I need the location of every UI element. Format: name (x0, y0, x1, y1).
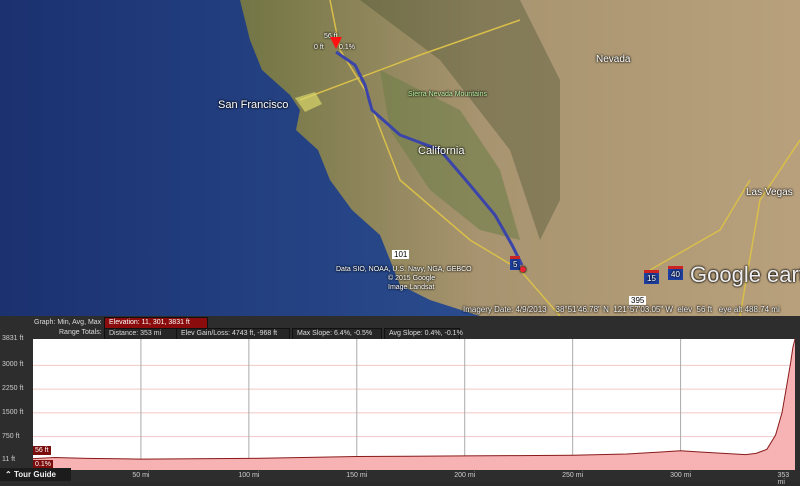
y-tick-label: 750 ft (2, 432, 20, 440)
x-tick-label: 200 mi (454, 472, 476, 479)
y-tick-label: 2250 ft (2, 385, 24, 393)
elevation-area (33, 339, 795, 470)
map-imagery (0, 0, 800, 316)
elevation-line (32, 338, 796, 460)
x-tick-label: 150 mi (346, 472, 368, 479)
label-nevada: Nevada (596, 54, 631, 65)
y-tick-label: 3000 ft (2, 361, 24, 369)
attribution-line: Data SIO, NOAA, U.S. Navy, NGA, GEBCO (336, 266, 472, 273)
longitude: 121°57'03.05" W (613, 305, 673, 314)
label-california: California (418, 145, 465, 157)
marker-elev: 56 ft (324, 33, 338, 40)
label-sierra-nevada: Sierra Nevada Mountains (408, 91, 487, 98)
x-tick-label: 353 mi (777, 472, 790, 486)
y-tick-label: 1500 ft (2, 408, 24, 416)
shield-i5: 5 (510, 256, 521, 270)
elev-value: 56 ft (696, 305, 713, 314)
placemark-icon[interactable]: ● (519, 261, 527, 276)
eye-altitude: eye alt 488.74 mi (718, 305, 780, 314)
chevron-up-icon: ⌃ (5, 470, 12, 479)
map-view[interactable]: San Francisco California Nevada Sierra N… (0, 0, 800, 316)
status-bar: Imagery Date: 4/9/2013 38°51'46.78" N 12… (463, 305, 780, 314)
shield-us-395: 395 (629, 296, 647, 305)
latitude: 38°51'46.78" N (555, 305, 609, 314)
cursor-slope-tag: 0.1% (33, 460, 53, 469)
x-tick-label: 250 mi (562, 472, 584, 479)
tour-guide-button[interactable]: ⌃ Tour Guide (0, 468, 71, 481)
y-tick-label: 3831 ft (2, 335, 24, 342)
tour-guide-label: Tour Guide (13, 470, 57, 479)
marker-right: 0.1% (339, 44, 355, 51)
marker-left: 0 ft (314, 44, 324, 51)
attribution: Data SIO, NOAA, U.S. Navy, NGA, GEBCO © … (336, 265, 472, 292)
label-san-francisco: San Francisco (218, 99, 289, 111)
attribution-line: © 2015 Google (388, 275, 436, 282)
x-tick-label: 300 mi (670, 472, 692, 479)
shield-us-101: 101 (392, 250, 410, 259)
elev-label: elev (677, 305, 693, 314)
imagery-date: Imagery Date: 4/9/2013 (463, 305, 547, 314)
shield-i40: 40 (668, 266, 683, 280)
label-las-vegas: Las Vegas (746, 187, 793, 198)
y-tick-label: 11 ft (2, 456, 16, 463)
shield-i15: 15 (644, 270, 659, 284)
route-line (335, 50, 524, 266)
range-totals-label: Range Totals: (59, 329, 102, 336)
cursor-elev-tag: 56 ft (33, 446, 51, 455)
attribution-line: Image Landsat (388, 284, 435, 291)
google-earth-logo: Google earth (690, 262, 800, 287)
x-tick-label: 100 mi (238, 472, 260, 479)
profile-cursor-arrow-icon (330, 37, 342, 49)
graph-label: Graph: Min, Avg, Max (34, 319, 102, 326)
x-tick-label: 50 mi (132, 472, 150, 479)
plot-background (33, 339, 795, 470)
